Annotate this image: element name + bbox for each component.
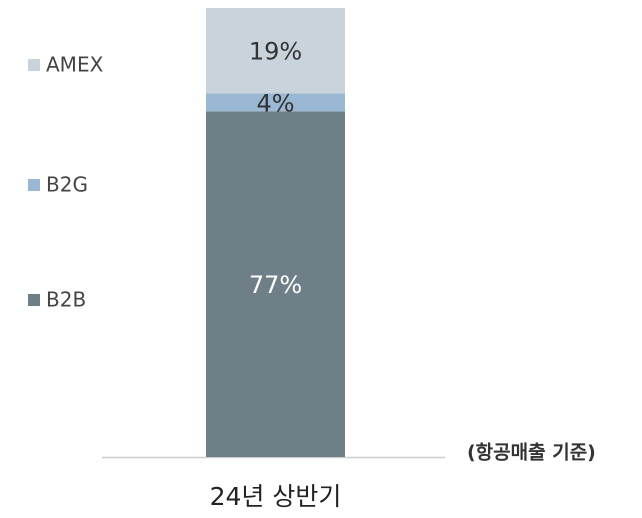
value-label: 77% <box>249 271 302 299</box>
bar-segment <box>206 93 345 112</box>
legend-swatch <box>28 179 40 191</box>
legend-label: AMEX <box>46 53 104 77</box>
annotation: (항공매출 기준) <box>467 442 596 464</box>
x-tick-label: 24년 상반기 <box>210 482 342 511</box>
legend-swatch <box>28 59 40 71</box>
bar-segment <box>206 8 345 94</box>
value-label: 4% <box>256 89 294 117</box>
legend-label: B2B <box>46 288 86 312</box>
legend-label: B2G <box>46 173 88 197</box>
bar-segment <box>206 111 345 458</box>
legend-swatch <box>28 294 40 306</box>
value-label: 19% <box>249 38 302 66</box>
